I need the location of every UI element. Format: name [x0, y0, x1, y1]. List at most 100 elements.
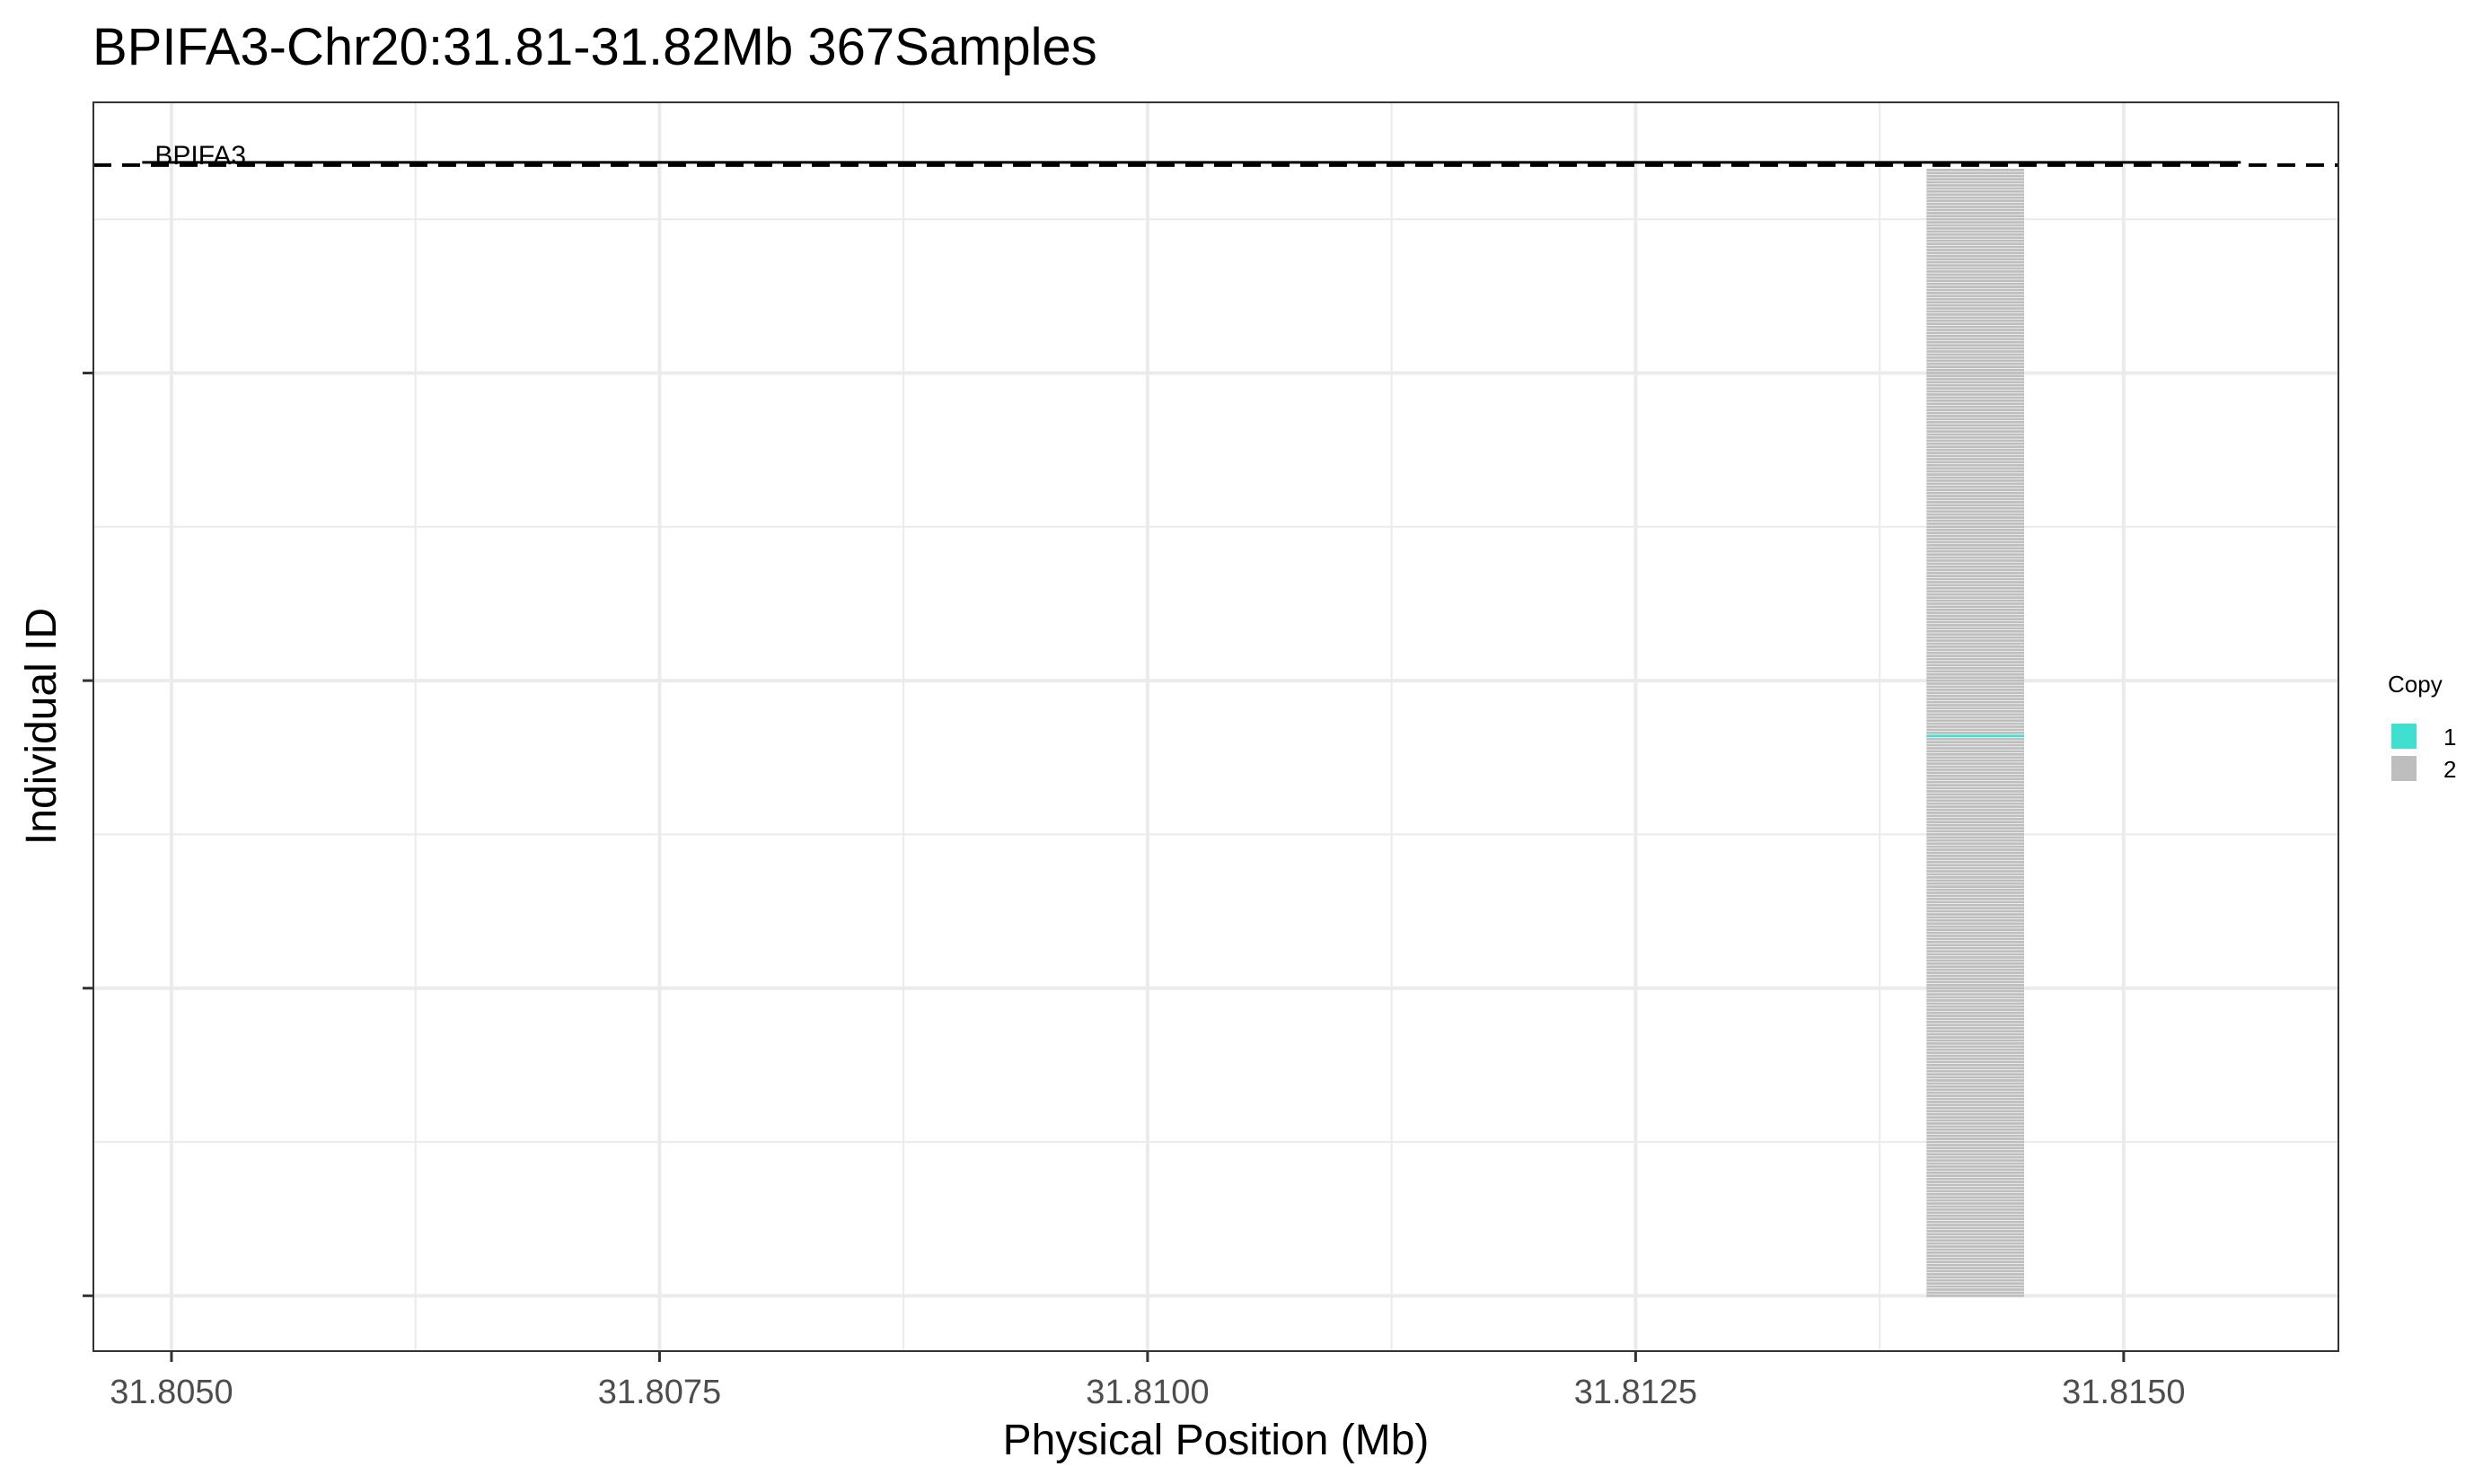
sample-cell: [1926, 645, 2024, 648]
legend: Copy 1 2: [2388, 671, 2456, 783]
sample-cell: [1926, 193, 2024, 197]
sample-cell: [1926, 476, 2024, 479]
sample-cell: [1926, 1079, 2024, 1082]
sample-cell: [1926, 301, 2024, 304]
sample-cell: [1926, 633, 2024, 637]
sample-cell: [1926, 913, 2024, 916]
sample-cell: [1926, 282, 2024, 285]
sample-cell: [1926, 842, 2024, 846]
sample-cell: [1926, 1165, 2024, 1168]
sample-cell: [1926, 719, 2024, 723]
sample-cell: [1926, 1069, 2024, 1073]
sample-cell: [1926, 1251, 2024, 1254]
sample-cell: [1926, 845, 2024, 848]
sample-cell: [1926, 1042, 2024, 1045]
sample-cell: [1926, 396, 2024, 400]
sample-cell: [1926, 543, 2024, 547]
sample-cell: [1926, 199, 2024, 203]
sample-cell: [1926, 1054, 2024, 1058]
sample-cell: [1926, 916, 2024, 919]
sample-cell: [1926, 297, 2024, 301]
sample-cell: [1926, 1048, 2024, 1051]
sample-cell: [1926, 1269, 2024, 1273]
sample-cell: [1926, 254, 2024, 258]
sample-cell: [1926, 1230, 2024, 1233]
sample-cell: [1926, 996, 2024, 999]
sample-cell: [1926, 488, 2024, 492]
sample-cell: [1926, 264, 2024, 267]
sample-cell: [1926, 780, 2024, 784]
sample-cell: [1926, 1242, 2024, 1245]
sample-cell: [1926, 1146, 2024, 1150]
sample-cell: [1926, 575, 2024, 577]
sample-cell: [1926, 752, 2024, 756]
sample-cell: [1926, 1202, 2024, 1205]
sample-cell: [1926, 1272, 2024, 1276]
sample-cell: [1926, 270, 2024, 273]
y-axis-title: Individual ID: [18, 608, 66, 845]
sample-cell: [1926, 1140, 2024, 1144]
sample-cell: [1926, 907, 2024, 910]
sample-cell: [1926, 1208, 2024, 1211]
sample-cell: [1926, 814, 2024, 818]
sample-cell: [1926, 581, 2024, 584]
sample-cell: [1926, 169, 2024, 171]
sample-cell: [1926, 452, 2024, 454]
sample-cell: [1926, 1171, 2024, 1174]
sample-cell: [1926, 1248, 2024, 1251]
sample-cell: [1926, 931, 2024, 935]
sample-cell: [1926, 771, 2024, 775]
sample-cell: [1926, 1008, 2024, 1012]
sample-cell: [1926, 470, 2024, 473]
sample-cell: [1926, 285, 2024, 288]
sample-cell: [1926, 242, 2024, 245]
sample-cell: [1926, 839, 2024, 842]
sample-cell: [1926, 365, 2024, 369]
sample-cell: [1926, 1285, 2024, 1288]
sample-cell: [1926, 458, 2024, 461]
sample-cell: [1926, 322, 2024, 326]
sample-cell: [1926, 467, 2024, 470]
sample-cell: [1926, 694, 2024, 698]
sample-cell: [1926, 795, 2024, 799]
sample-cell: [1926, 962, 2024, 965]
sample-cell: [1926, 347, 2024, 350]
sample-cell: [1926, 473, 2024, 476]
sample-cell: [1926, 918, 2024, 922]
sample-cell: [1926, 599, 2024, 602]
sample-cell: [1926, 549, 2024, 553]
sample-cell: [1926, 689, 2024, 691]
sample-cell: [1926, 873, 2024, 876]
sample-cell: [1926, 439, 2024, 443]
sample-cell: [1926, 833, 2024, 836]
sample-cell: [1926, 1021, 2024, 1023]
sample-cell: [1926, 713, 2024, 716]
sample-cell: [1926, 639, 2024, 642]
sample-cell: [1926, 553, 2024, 557]
sample-cell: [1926, 236, 2024, 240]
sample-cell: [1926, 1106, 2024, 1110]
sample-cell: [1926, 510, 2024, 514]
sample-cell: [1926, 245, 2024, 249]
sample-cell: [1926, 411, 2024, 415]
sample-cell: [1926, 790, 2024, 793]
sample-cell: [1926, 522, 2024, 525]
sample-cell: [1926, 390, 2024, 393]
sample-cell: [1926, 420, 2024, 424]
sample-cell: [1926, 808, 2024, 812]
sample-cell: [1926, 180, 2024, 184]
sample-cell: [1926, 1094, 2024, 1098]
sample-cell: [1926, 830, 2024, 833]
sample-cell: [1926, 944, 2024, 947]
sample-cell: [1926, 864, 2024, 867]
y-axis: [83, 371, 93, 1297]
sample-cell: [1926, 273, 2024, 277]
sample-cell: [1926, 959, 2024, 962]
sample-cell: [1926, 565, 2024, 568]
sample-cell: [1926, 374, 2024, 378]
sample-cell: [1926, 1144, 2024, 1146]
sample-cell: [1926, 461, 2024, 464]
sample-cell: [1926, 1235, 2024, 1239]
sample-cell: [1926, 971, 2024, 974]
sample-cell: [1926, 513, 2024, 516]
